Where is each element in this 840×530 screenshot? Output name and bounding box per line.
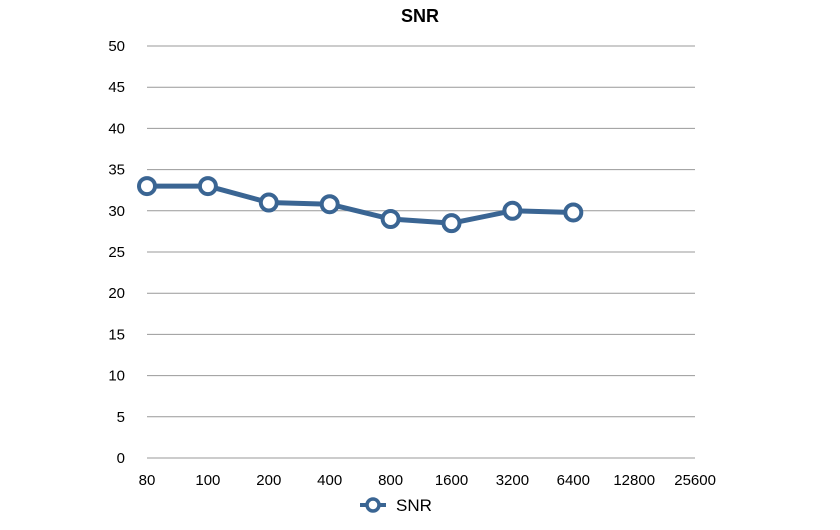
series-layer xyxy=(137,176,584,234)
x-tick-label-100: 100 xyxy=(195,472,220,489)
y-tick-label-5: 5 xyxy=(117,409,125,426)
legend-marker-icon xyxy=(365,497,381,513)
y-axis-ticks: 0 5 10 15 20 25 30 35 40 45 50 xyxy=(108,38,125,467)
chart-title: SNR xyxy=(401,6,439,26)
x-tick-label-80: 80 xyxy=(139,472,156,489)
data-point-6400 xyxy=(563,202,584,223)
y-tick-label-15: 15 xyxy=(108,326,125,343)
data-point-800 xyxy=(380,209,401,230)
x-axis-ticks: 80 100 200 400 800 1600 3200 6400 12800 25600 xyxy=(139,472,716,489)
data-point-80 xyxy=(137,176,157,197)
x-tick-label-1600: 1600 xyxy=(435,472,468,489)
y-tick-label-35: 35 xyxy=(108,162,125,179)
data-point-400 xyxy=(319,194,340,215)
y-tick-label-0: 0 xyxy=(117,450,125,467)
x-tick-label-800: 800 xyxy=(378,472,403,489)
x-tick-label-25600: 25600 xyxy=(674,472,716,489)
y-tick-label-45: 45 xyxy=(108,79,125,96)
x-tick-label-6400: 6400 xyxy=(557,472,590,489)
y-tick-label-20: 20 xyxy=(108,285,125,302)
data-point-200 xyxy=(258,192,279,213)
x-tick-label-3200: 3200 xyxy=(496,472,529,489)
legend-label-snr: SNR xyxy=(396,496,432,515)
x-tick-label-12800: 12800 xyxy=(613,472,655,489)
series-line-0 xyxy=(144,183,576,226)
y-tick-label-50: 50 xyxy=(108,38,125,55)
legend: SNR xyxy=(360,496,432,515)
y-tick-label-30: 30 xyxy=(108,203,125,220)
data-point-3200 xyxy=(502,200,523,221)
y-tick-label-40: 40 xyxy=(108,120,125,137)
y-tick-label-25: 25 xyxy=(108,244,125,261)
y-tick-label-10: 10 xyxy=(108,368,125,385)
data-point-100 xyxy=(197,176,218,197)
x-tick-label-400: 400 xyxy=(317,472,342,489)
gridlines xyxy=(147,45,695,459)
x-tick-label-200: 200 xyxy=(256,472,281,489)
data-point-1600 xyxy=(441,213,462,234)
